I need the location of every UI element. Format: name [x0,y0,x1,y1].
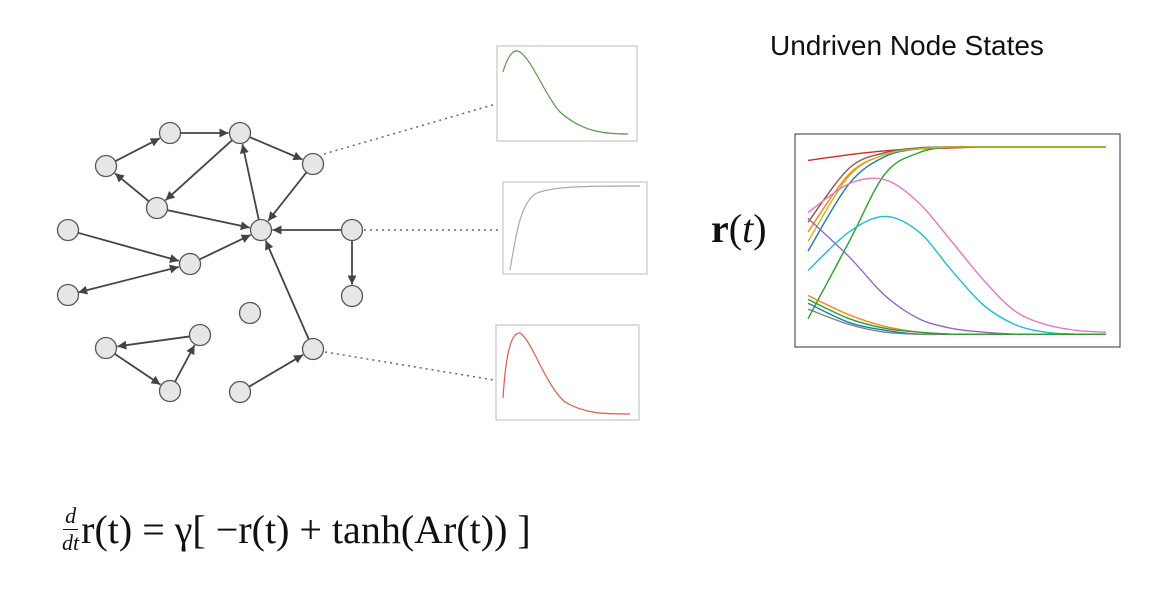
edge-n12-n13 [114,353,161,386]
state-time-variable: t [742,206,754,251]
edge-n6-n10 [77,231,180,263]
edge-n11-n10 [77,264,180,295]
state-vector-symbol: r [711,206,729,251]
node-n15 [238,301,262,325]
edge-n10-n7 [199,234,252,261]
node-n4 [301,152,325,176]
edge-n4-n7 [267,171,308,222]
state-vector-label: r(t) [711,205,767,252]
fraction-denominator: dt [62,530,80,555]
inset-curve-red [502,332,631,415]
edge-n5-n1 [114,172,150,203]
node-n5 [145,196,169,220]
node-n2 [158,121,182,145]
node-n3 [228,121,252,145]
chart-series-line-13 [807,298,1106,335]
chart-title: Undriven Node States [770,30,1044,61]
edge-n3-n4 [249,136,303,161]
node-n17 [228,380,252,404]
edge-n7-n3 [239,144,260,220]
node-n6 [56,218,80,242]
connector-top [323,103,497,155]
node-n12 [94,336,118,360]
connector-bottom [324,351,495,381]
node-n11 [56,283,80,307]
edge-n16-n7 [264,240,310,340]
node-n1 [94,154,118,178]
network-edges [77,128,357,388]
edge-n3-n5 [164,139,233,201]
node-n9 [340,284,364,308]
edge-n5-n7 [167,209,250,231]
inset-plot-green [496,45,638,142]
node-n13 [158,379,182,403]
node-states-chart [794,133,1121,348]
node-n7 [249,218,273,242]
network-nodes [56,121,364,404]
dynamics-equation: d dt r(t) = γ[ −r(t) + tanh(Ar(t)) ] [62,505,531,554]
inset-plot-gray [502,181,648,275]
inset-plot-red [495,324,640,421]
chart-series-line-7 [807,177,1107,333]
chart-frame [794,133,1121,348]
edge-n14-n12 [117,335,190,350]
chart-series-group [807,145,1107,336]
edge-n1-n2 [114,137,161,162]
edge-n13-n14 [174,344,196,383]
node-n14 [188,323,212,347]
chart-series-line-6 [807,146,1106,242]
node-n8 [340,218,364,242]
inset-curve-green [502,50,629,135]
edge-n17-n16 [248,354,304,388]
node-n10 [178,252,202,276]
state-close-paren: ) [753,206,767,251]
fraction-numerator: d [63,503,79,530]
state-open-paren: ( [728,206,743,251]
derivative-fraction: d dt [62,505,79,554]
equation-rhs: r(t) = γ[ −r(t) + tanh(Ar(t)) ] [81,507,531,552]
inset-curve-gray [509,185,641,271]
node-n16 [301,337,325,361]
